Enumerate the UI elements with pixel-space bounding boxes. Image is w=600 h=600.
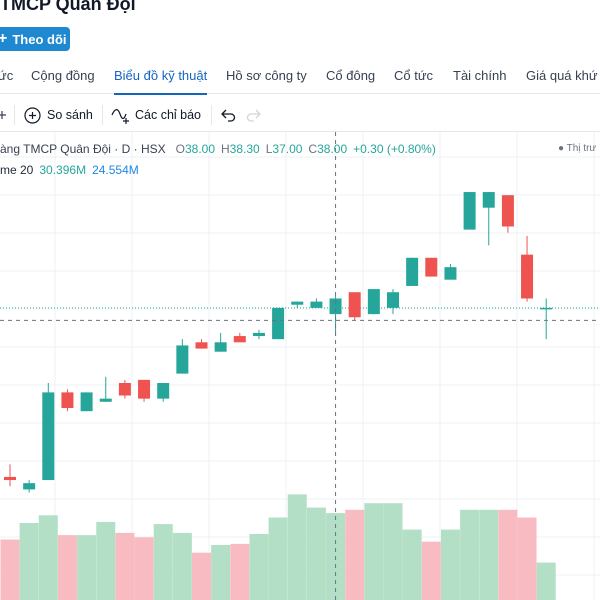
compare-label: So sánh [47,108,93,122]
redo-icon[interactable] [246,98,262,132]
candle-body [176,345,189,374]
tab-co-dong[interactable]: Cổ đông [326,67,376,83]
legend-open: 38.00 [184,142,215,156]
indicators-button[interactable]: Các chỉ báo [111,98,201,132]
candle-body [329,298,342,315]
volume-bar [0,539,20,600]
tab-cong-dong[interactable]: Cộng đồng [31,67,95,83]
volume-ma-value: 24.554M [92,163,139,177]
volume-bar [421,541,441,600]
candle-body [138,379,151,399]
candle-body [61,392,74,409]
candle-body [463,192,476,230]
candle-body [42,392,55,481]
tab-gia-qua-khu[interactable]: Giá quá khứ [526,67,598,83]
tab-co-tuc[interactable]: Cổ tức [394,67,434,83]
candle-body [195,342,208,349]
indicators-label: Các chỉ báo [135,108,202,122]
legend-low: 37.00 [272,142,303,156]
crosshair-icon[interactable] [0,98,8,132]
candle-body [233,336,246,343]
volume-bar [211,545,231,600]
tab-bar: ức Cộng đồng Biểu đồ kỹ thuật Hồ sơ công… [0,56,600,95]
candle-body [540,307,553,310]
volume-bar [345,509,365,600]
volume-bar [38,515,58,600]
volume-bar [115,532,135,600]
chart-toolbar: So sánh Các chỉ báo [0,98,600,132]
volume-bar [268,517,288,600]
tab-co-tuc-partial[interactable]: ức [0,67,14,83]
volume-value: 30.396M [39,163,87,177]
volume-bar [498,509,518,600]
tab-bieu-do-ky-thuat[interactable]: Biểu đồ kỹ thuật [114,56,208,95]
volume-bar [192,552,211,600]
volume-bar [57,535,77,600]
candle-body [501,195,514,227]
volume-bar [172,532,192,600]
candle-body [444,267,457,280]
volume-bar [230,543,250,600]
candle-body [214,342,227,352]
candle-body [406,257,419,286]
undo-icon[interactable] [220,98,236,132]
volume-bar [287,494,307,600]
candle-body [425,257,438,277]
candle-body [99,398,112,402]
volume-bar [364,503,384,600]
candle-body [291,301,304,305]
candle-body [348,292,361,318]
volume-bar [517,517,537,600]
candle-body [80,392,93,412]
volume-legend: me 20 30.396M 24.554M [0,161,139,179]
tab-tai-chinh[interactable]: Tài chính [453,67,507,83]
candle-body [252,332,265,337]
candle-body [367,289,380,315]
price-chart[interactable] [0,132,600,600]
indicators-icon [111,106,131,124]
volume-bar [96,521,116,600]
compare-button[interactable]: So sánh [24,98,93,132]
candle-body [23,483,36,490]
candle-body [521,254,534,299]
volume-bar [536,562,556,600]
page-title: TMCP Quân Đội [0,0,136,14]
candle-body [118,383,131,396]
follow-button-label: Theo dõi [12,31,67,47]
legend-symbol: àng TMCP Quân Đội · D · HSX [0,142,166,156]
volume-bar [306,507,326,600]
volume-bar [402,529,422,600]
volume-bar [383,503,403,600]
volume-bar [460,509,480,600]
volume-bar [134,537,154,600]
candle-body [387,292,399,308]
compare-plus-icon [24,106,41,124]
candle-body [310,301,323,308]
candle-body [4,476,16,481]
legend-high: 38.30 [229,142,260,156]
legend-change: +0.30 (+0.80%) [353,142,436,156]
volume-bar [479,509,499,600]
volume-label: me 20 [0,163,34,177]
plus-icon: + [0,30,8,47]
volume-bar [249,534,269,600]
follow-button[interactable]: + Theo dõi [0,27,70,51]
candle-body [482,192,495,208]
volume-bar [77,535,97,600]
volume-bar [153,524,173,600]
market-info-label: ● Thị trư [558,143,597,154]
volume-bar [19,523,39,600]
tab-ho-so-cong-ty[interactable]: Hồ sơ công ty [226,67,307,83]
chart-legend: àng TMCP Quân Đội · D · HSX O 38.00 H 38.3… [0,142,436,156]
volume-bar [440,529,460,600]
candle-body [272,307,285,340]
legend-close: 38.00 [317,142,348,156]
candle-body [157,383,170,399]
